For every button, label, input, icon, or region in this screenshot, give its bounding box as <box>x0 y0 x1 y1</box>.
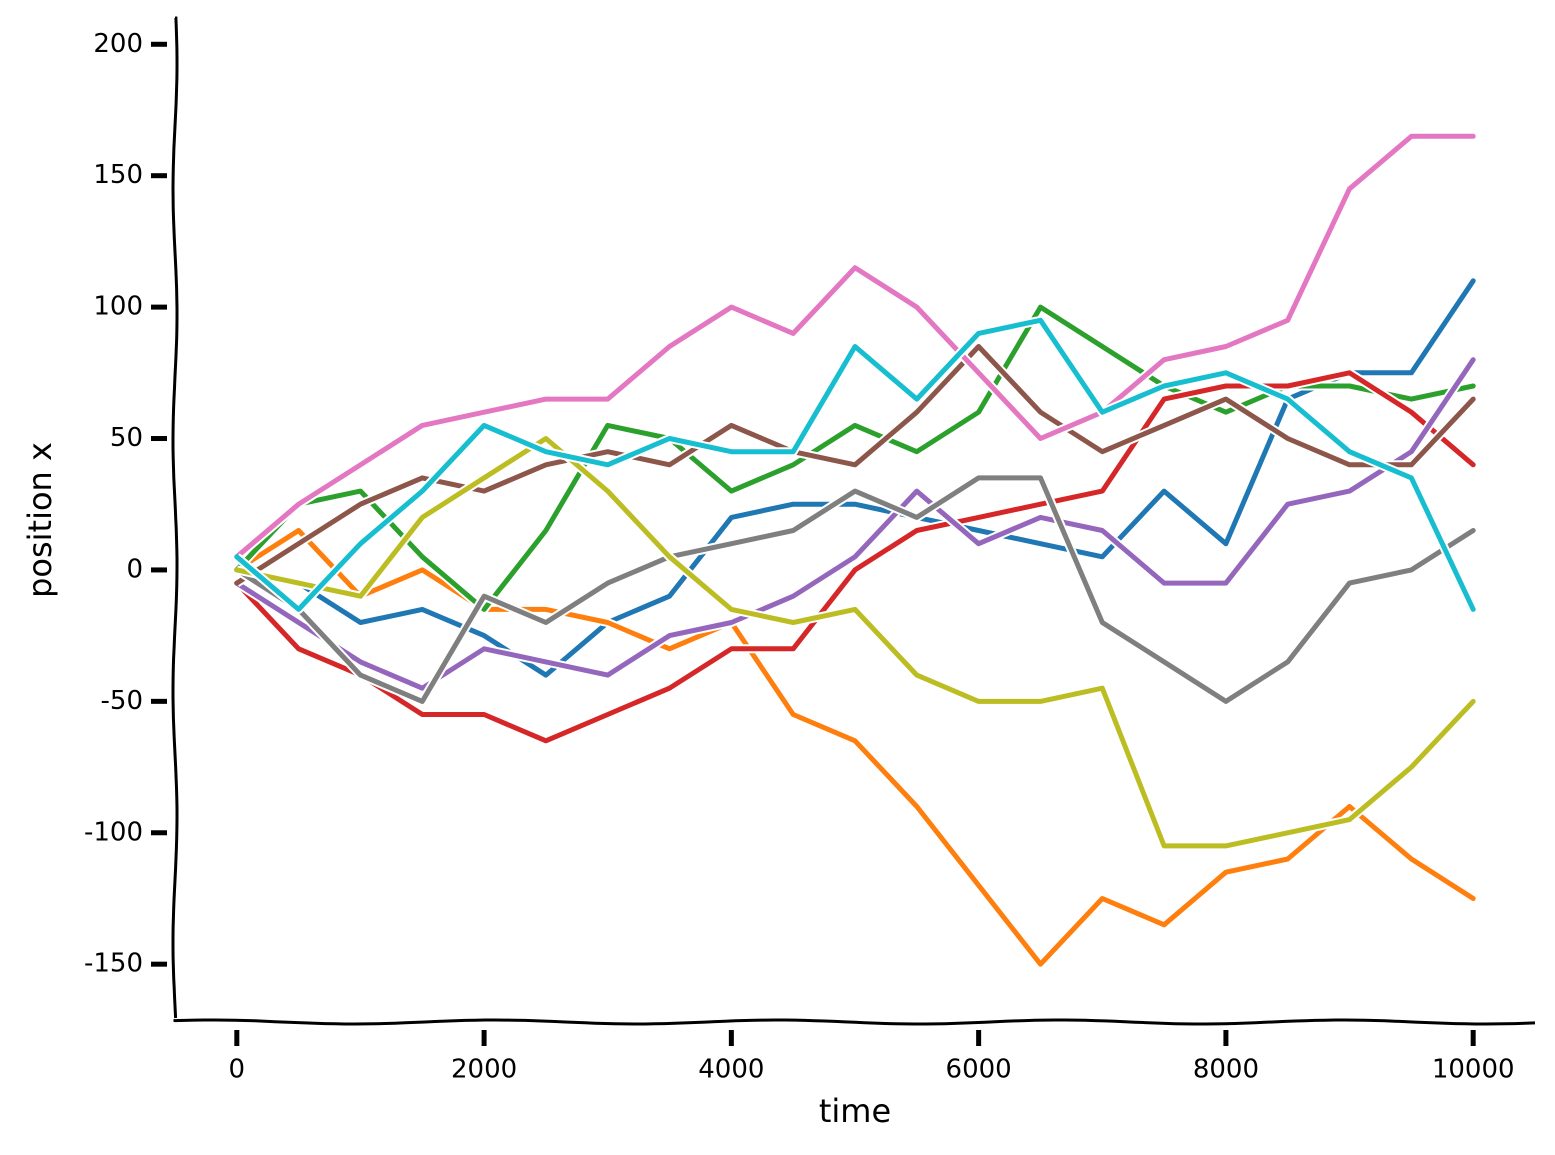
line <box>234 344 1476 586</box>
line <box>234 317 1476 612</box>
y-tick-label: -150 <box>84 949 143 979</box>
y-tick-label: -50 <box>101 686 143 716</box>
line <box>234 133 1476 560</box>
x-axis-line <box>173 1018 1536 1026</box>
y-tick-label: -100 <box>84 817 143 847</box>
line <box>234 436 1476 849</box>
y-tick-label: 0 <box>126 554 143 584</box>
x-tick-label: 2000 <box>451 1055 517 1085</box>
y-tick-label: 200 <box>93 29 143 59</box>
y-axis-label: position x <box>21 442 59 598</box>
x-tick-label: 8000 <box>1193 1055 1259 1085</box>
y-axis-line <box>171 16 179 1019</box>
y-tick-label: 100 <box>93 292 143 322</box>
y-tick-label: 150 <box>93 160 143 190</box>
line <box>234 278 1476 678</box>
line <box>234 475 1476 704</box>
x-tick-label: 10000 <box>1432 1055 1515 1085</box>
x-tick-label: 6000 <box>946 1055 1012 1085</box>
line-outline <box>234 526 1476 969</box>
y-tick-label: 50 <box>110 423 143 453</box>
line <box>234 528 1476 967</box>
x-tick-label: 4000 <box>698 1055 764 1085</box>
x-tick-label: 0 <box>229 1055 246 1085</box>
x-axis-label: time <box>819 1092 891 1130</box>
